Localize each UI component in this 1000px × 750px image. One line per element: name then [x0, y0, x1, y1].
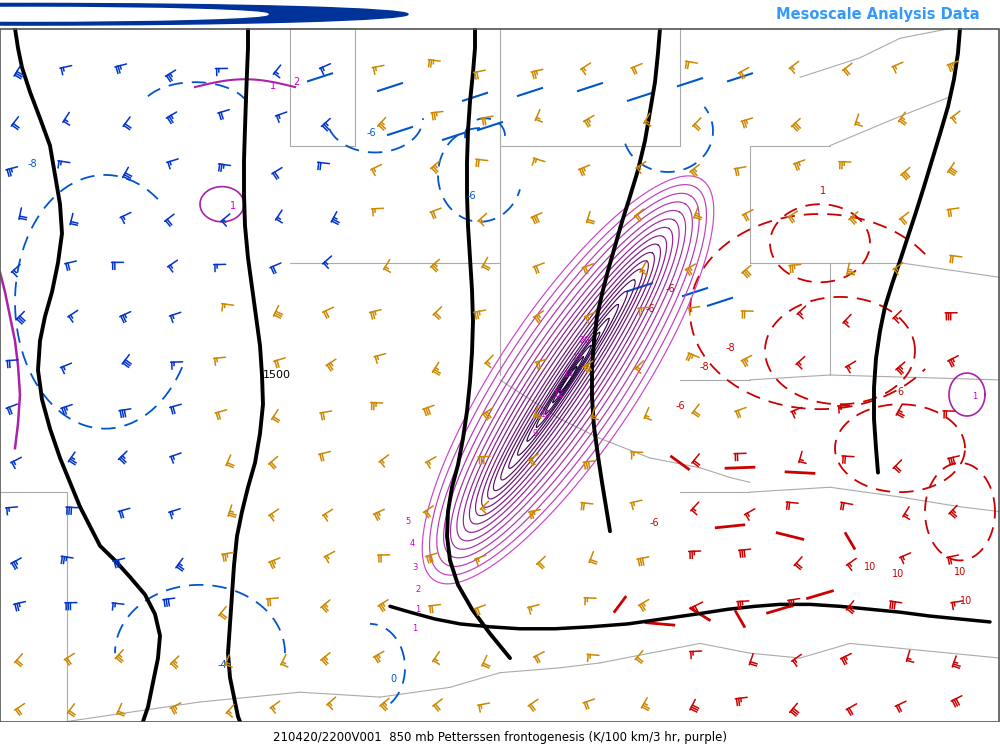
Text: 210420/2200V001  850 mb Petterssen frontogenesis (K/100 km/3 hr, purple): 210420/2200V001 850 mb Petterssen fronto… — [273, 730, 727, 744]
Text: 3: 3 — [412, 562, 418, 572]
Text: 1500: 1500 — [263, 370, 291, 380]
Text: -8: -8 — [28, 159, 38, 169]
Text: Mesoscale Analysis Data: Mesoscale Analysis Data — [776, 7, 980, 22]
Text: 17: 17 — [572, 353, 582, 362]
Text: NOAA/NWS/Storm Prediction Center: NOAA/NWS/Storm Prediction Center — [56, 7, 354, 22]
Text: 20: 20 — [580, 336, 590, 345]
Text: 0: 0 — [390, 674, 396, 685]
Text: -4: -4 — [218, 660, 228, 670]
Text: 1: 1 — [415, 604, 421, 613]
Text: 6: 6 — [897, 386, 903, 397]
Text: -6: -6 — [650, 518, 660, 528]
Text: -6: -6 — [646, 304, 656, 313]
Text: 2: 2 — [415, 585, 421, 594]
Text: -6: -6 — [467, 191, 477, 201]
Text: 10: 10 — [864, 562, 876, 572]
Text: 12: 12 — [553, 390, 563, 399]
Text: 10: 10 — [960, 596, 972, 606]
Text: 10: 10 — [892, 569, 904, 579]
Text: 1: 1 — [412, 624, 418, 633]
Text: 10: 10 — [540, 410, 550, 419]
Text: 1: 1 — [270, 81, 276, 91]
Text: -6: -6 — [665, 284, 675, 294]
Text: 1: 1 — [820, 187, 826, 196]
Circle shape — [0, 4, 408, 25]
Text: -6: -6 — [675, 401, 685, 411]
Text: -8: -8 — [725, 343, 735, 352]
Text: 4: 4 — [409, 539, 415, 548]
Circle shape — [0, 8, 268, 21]
Text: 1: 1 — [230, 201, 236, 211]
Text: 2: 2 — [293, 77, 299, 87]
Text: -8: -8 — [700, 362, 710, 372]
Text: 1: 1 — [972, 392, 977, 401]
Text: 9: 9 — [532, 429, 538, 438]
Text: 10: 10 — [954, 567, 966, 577]
Text: 5: 5 — [405, 517, 411, 526]
Text: 14: 14 — [563, 370, 573, 380]
Text: -6: -6 — [367, 128, 377, 138]
